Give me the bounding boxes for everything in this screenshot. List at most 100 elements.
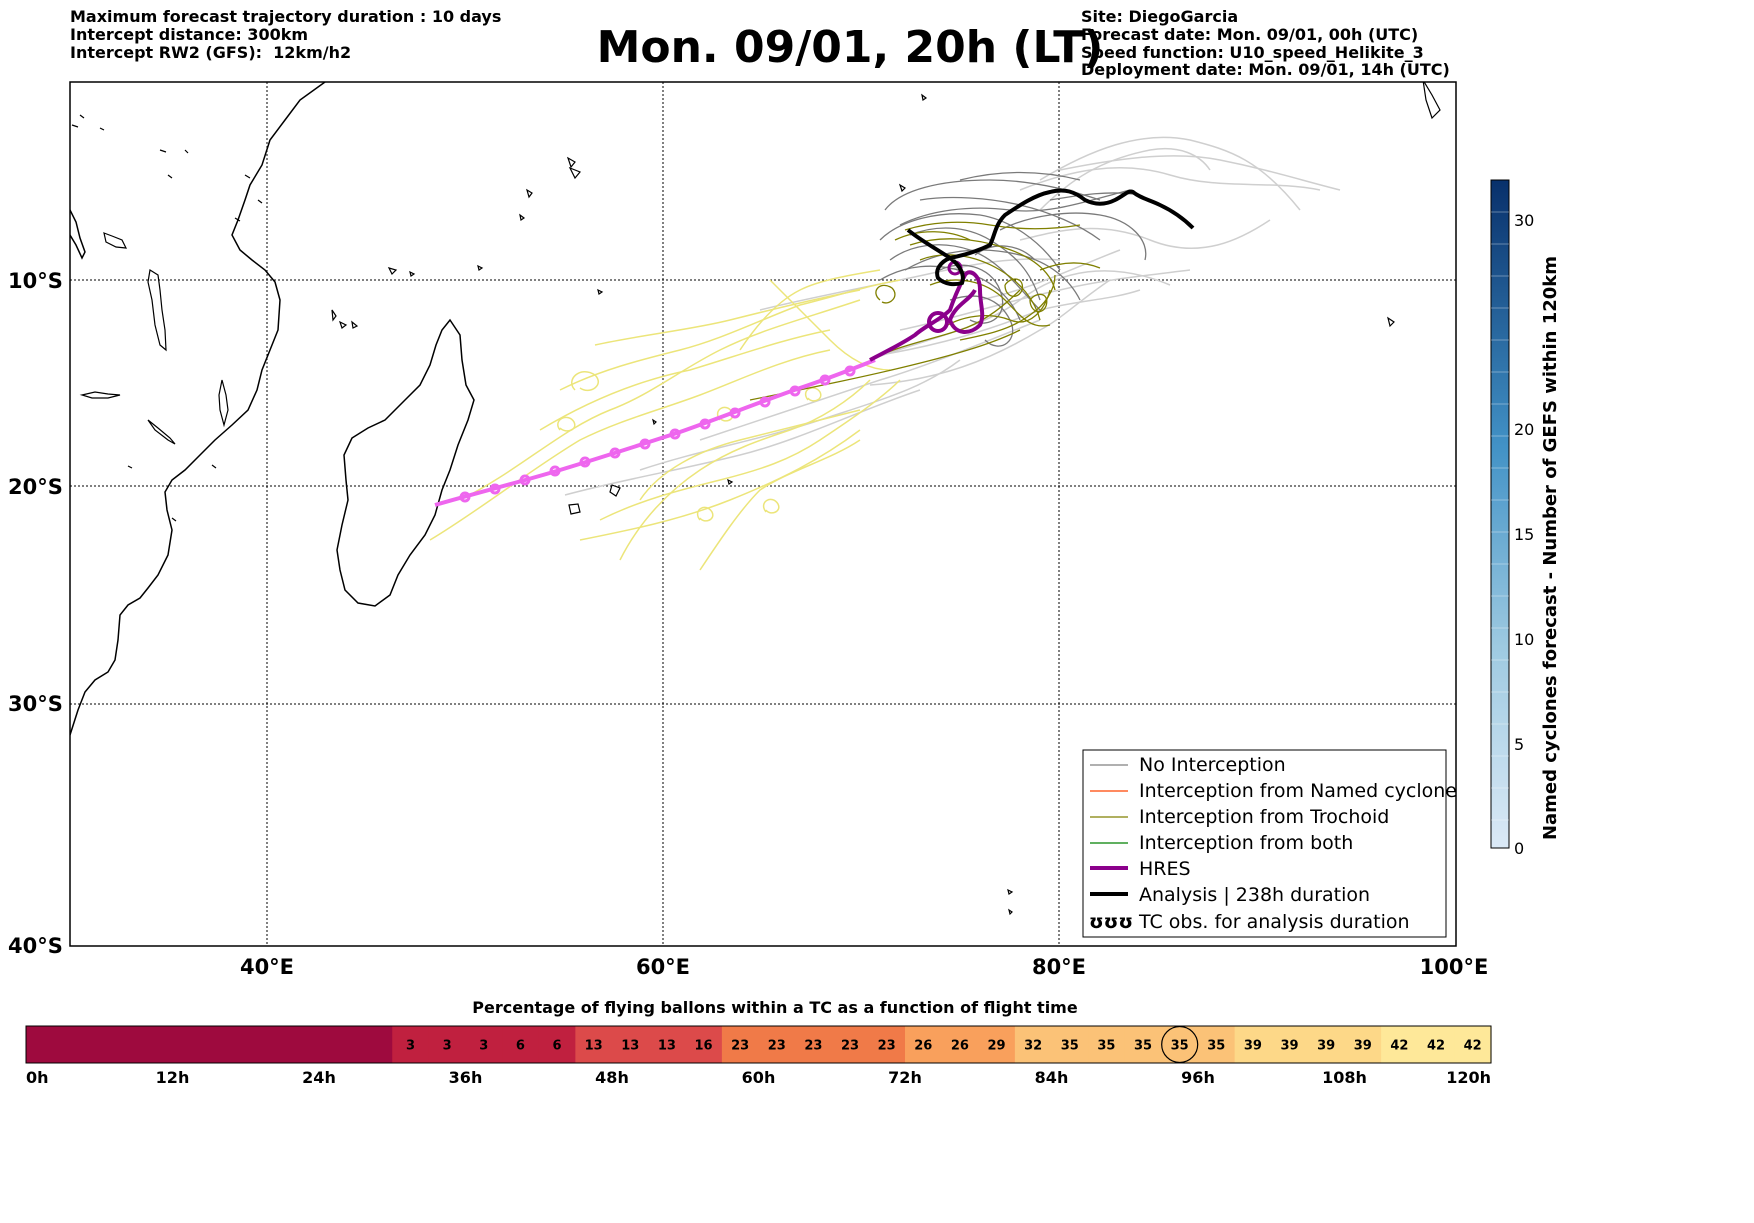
gefs-light-tracks bbox=[564, 136, 1341, 496]
time-tick-label: 96h bbox=[1181, 1068, 1215, 1087]
lake-bangweulu bbox=[79, 391, 121, 399]
percentage-value: 3 bbox=[406, 1039, 415, 1054]
percentage-cell bbox=[1271, 1026, 1309, 1063]
colorbar-tick-0: 0 bbox=[1514, 839, 1524, 858]
percentage-value: 23 bbox=[878, 1039, 896, 1054]
legend-label-tc-obs: TC obs. for analysis duration bbox=[1138, 911, 1410, 933]
lon-label-100e: 100°E bbox=[1420, 955, 1489, 979]
percentage-value: 6 bbox=[553, 1039, 562, 1054]
percentage-cell bbox=[978, 1026, 1016, 1063]
time-tick-label: 108h bbox=[1322, 1068, 1367, 1087]
hres-pink-track bbox=[434, 358, 876, 507]
percentage-cell bbox=[538, 1026, 576, 1063]
percentage-value: 35 bbox=[1171, 1039, 1189, 1054]
time-tick-label: 24h bbox=[302, 1068, 336, 1087]
tc-obs-loops bbox=[459, 365, 856, 503]
percentage-value: 35 bbox=[1134, 1039, 1152, 1054]
madagascar-coastline bbox=[336, 318, 475, 607]
percentage-cell bbox=[1234, 1026, 1272, 1063]
horn-coastline bbox=[70, 209, 86, 260]
percentage-value: 35 bbox=[1097, 1039, 1115, 1054]
colorbar-tick-20: 20 bbox=[1514, 420, 1534, 439]
percentage-cell bbox=[1454, 1026, 1492, 1063]
percentage-cell bbox=[1381, 1026, 1419, 1063]
percentage-cell bbox=[1307, 1026, 1346, 1063]
time-tick-label: 72h bbox=[888, 1068, 922, 1087]
percentage-cell bbox=[905, 1026, 943, 1063]
percentage-value: 29 bbox=[988, 1039, 1006, 1054]
percentage-value: 16 bbox=[695, 1039, 713, 1054]
legend-label-no-interception: No Interception bbox=[1139, 754, 1286, 776]
percentage-cell bbox=[941, 1026, 979, 1063]
percentage-cell bbox=[831, 1026, 869, 1063]
percentage-value: 39 bbox=[1354, 1039, 1372, 1054]
percentage-value: 35 bbox=[1061, 1039, 1079, 1054]
percentage-value: 3 bbox=[479, 1039, 488, 1054]
time-tick-label: 84h bbox=[1035, 1068, 1069, 1087]
lon-label-40e: 40°E bbox=[240, 955, 294, 979]
percentage-cell bbox=[465, 1026, 503, 1063]
time-tick-label: 0h bbox=[26, 1068, 49, 1087]
percentage-cell bbox=[795, 1026, 833, 1063]
percentage-cell bbox=[319, 1026, 357, 1063]
site-text: Site: DiegoGarcia bbox=[1081, 7, 1239, 26]
intercept-rw2-text: Intercept RW2 (GFS): 12km/h2 bbox=[70, 43, 352, 62]
percentage-cell bbox=[1344, 1026, 1382, 1063]
percentage-cell bbox=[868, 1026, 906, 1063]
small-islands bbox=[331, 82, 1441, 916]
lake-tanganyika bbox=[147, 269, 167, 352]
percentage-bar-title: Percentage of flying ballons within a TC… bbox=[472, 998, 1078, 1017]
gefs-colorbar: 0 5 10 15 20 30 Named cyclones forecast … bbox=[1490, 179, 1561, 858]
gefs-yellow-tracks bbox=[429, 269, 901, 571]
percentage-value: 26 bbox=[951, 1039, 969, 1054]
percentage-cell bbox=[612, 1026, 650, 1063]
percentage-cell bbox=[428, 1026, 467, 1063]
time-tick-label: 120h bbox=[1446, 1068, 1491, 1087]
percentage-value: 13 bbox=[621, 1039, 639, 1054]
lon-labels: 40°E 60°E 80°E 100°E bbox=[240, 955, 1488, 979]
percentage-cell bbox=[282, 1026, 320, 1063]
percentage-value: 32 bbox=[1024, 1039, 1042, 1054]
lat-label-40s: 40°S bbox=[8, 934, 63, 958]
intercept-distance-text: Intercept distance: 300km bbox=[70, 25, 309, 44]
percentage-cell bbox=[502, 1026, 540, 1063]
percentage-cell bbox=[1051, 1026, 1089, 1063]
legend-swatch-tc-obs: ʊʊʊ bbox=[1089, 911, 1133, 933]
percentage-cell bbox=[62, 1026, 100, 1063]
percentage-cell bbox=[685, 1026, 723, 1063]
percentage-value: 3 bbox=[443, 1039, 452, 1054]
percentage-value: 39 bbox=[1244, 1039, 1262, 1054]
deployment-date-text: Deployment date: Mon. 09/01, 14h (UTC) bbox=[1081, 60, 1450, 79]
lon-label-80e: 80°E bbox=[1032, 955, 1086, 979]
legend-label-hres: HRES bbox=[1139, 858, 1191, 880]
legend-label-named-cyclone: Interception from Named cyclone bbox=[1139, 780, 1457, 802]
legend-label-analysis: Analysis | 238h duration bbox=[1139, 884, 1370, 906]
legend-label-trochoid: Interception from Trochoid bbox=[1139, 806, 1389, 828]
lat-labels: 10°S 20°S 30°S 40°S bbox=[8, 269, 63, 958]
hres-track bbox=[869, 270, 985, 362]
percentage-value: 13 bbox=[658, 1039, 676, 1054]
percentage-value: 23 bbox=[804, 1039, 822, 1054]
percentage-value: 42 bbox=[1390, 1039, 1408, 1054]
trajectory-duration-text: Maximum forecast trajectory duration : 1… bbox=[70, 7, 502, 26]
percentage-cell bbox=[245, 1026, 283, 1063]
percentage-cell bbox=[392, 1026, 430, 1063]
legend-label-both: Interception from both bbox=[1139, 832, 1353, 854]
percentage-bar: 3 3 3 6 6 13 13 13 16 23 23 23 23 23 26 26 29 32 35 35 35 35 3… bbox=[25, 1025, 1492, 1064]
percentage-value: 39 bbox=[1281, 1039, 1299, 1054]
lake-malawi bbox=[218, 379, 229, 428]
percentage-value: 23 bbox=[768, 1039, 786, 1054]
speed-function-text: Speed function: U10_speed_Helikite_3 bbox=[1081, 43, 1424, 62]
percentage-value: 23 bbox=[731, 1039, 749, 1054]
hres-loop bbox=[927, 311, 949, 333]
africa-coastline bbox=[70, 82, 326, 736]
time-tick-label: 12h bbox=[156, 1068, 190, 1087]
percentage-value: 42 bbox=[1464, 1039, 1482, 1054]
coast-islands bbox=[71, 114, 263, 522]
percentage-cell bbox=[721, 1026, 760, 1063]
percentage-cell bbox=[1088, 1026, 1126, 1063]
legend: No Interception Interception from Named … bbox=[1082, 749, 1457, 938]
percentage-cell bbox=[1417, 1026, 1455, 1063]
percentage-cell bbox=[26, 1026, 64, 1063]
